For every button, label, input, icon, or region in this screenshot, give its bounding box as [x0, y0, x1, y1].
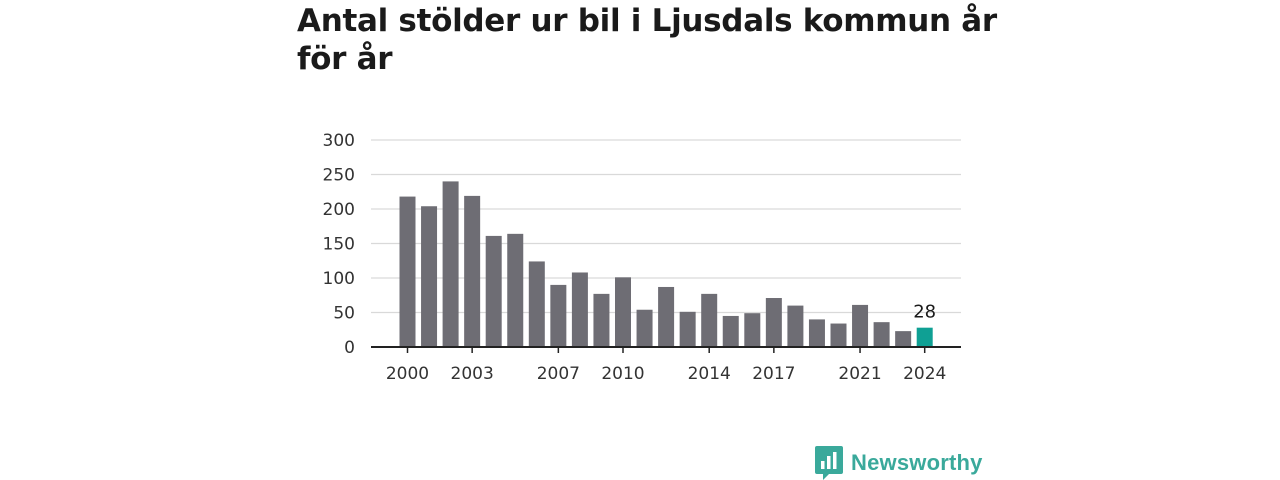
x-tick-label: 2024 — [903, 364, 946, 384]
bar-2008 — [571, 272, 588, 347]
bar-2019 — [808, 319, 825, 347]
y-tick-label: 150 — [323, 235, 355, 255]
bar-2010 — [615, 277, 631, 347]
brand-name: Newsworthy — [851, 450, 983, 475]
bar-2001 — [421, 206, 438, 347]
bar-2003 — [464, 195, 481, 347]
bar-2015 — [722, 315, 739, 347]
bar-2012 — [658, 286, 675, 347]
bar-2005 — [507, 233, 524, 347]
bar-2023 — [895, 331, 912, 347]
bar-2013 — [679, 311, 696, 347]
newsworthy-logo: Newsworthy — [815, 446, 983, 480]
bar-2000 — [399, 196, 416, 347]
x-tick-label: 2021 — [838, 364, 881, 384]
chart-title: Antal stölder ur bil i Ljusdals kommun å… — [297, 3, 997, 77]
x-tick-label: 2010 — [601, 364, 644, 384]
y-tick-label: 250 — [323, 166, 355, 186]
bar-2014 — [701, 293, 718, 347]
y-tick-label: 0 — [344, 338, 355, 358]
newsworthy-logo-icon — [815, 446, 843, 480]
x-tick-label: 2003 — [451, 364, 494, 384]
data-label: 28 — [913, 302, 936, 323]
x-tick-label: 2014 — [688, 364, 731, 384]
bar-2016 — [744, 313, 761, 347]
bar-2021 — [852, 304, 869, 347]
bar-2007 — [550, 284, 567, 347]
bar-2009 — [593, 293, 610, 347]
bar-2017 — [765, 298, 782, 347]
bar-2002 — [442, 181, 459, 347]
bar-2011 — [636, 309, 653, 347]
bar-2024 — [916, 327, 933, 347]
bar-2018 — [787, 305, 804, 347]
bar-2004 — [485, 235, 502, 347]
x-tick-label: 2000 — [386, 364, 429, 384]
x-tick-label: 2007 — [537, 364, 580, 384]
bar-2022 — [873, 322, 890, 347]
y-tick-label: 200 — [323, 200, 355, 220]
y-tick-label: 50 — [333, 304, 355, 324]
y-tick-label: 300 — [323, 131, 355, 151]
bar-2020 — [830, 323, 847, 347]
x-tick-label: 2017 — [752, 364, 795, 384]
bar-2006 — [528, 261, 545, 347]
y-tick-label: 100 — [323, 269, 355, 289]
